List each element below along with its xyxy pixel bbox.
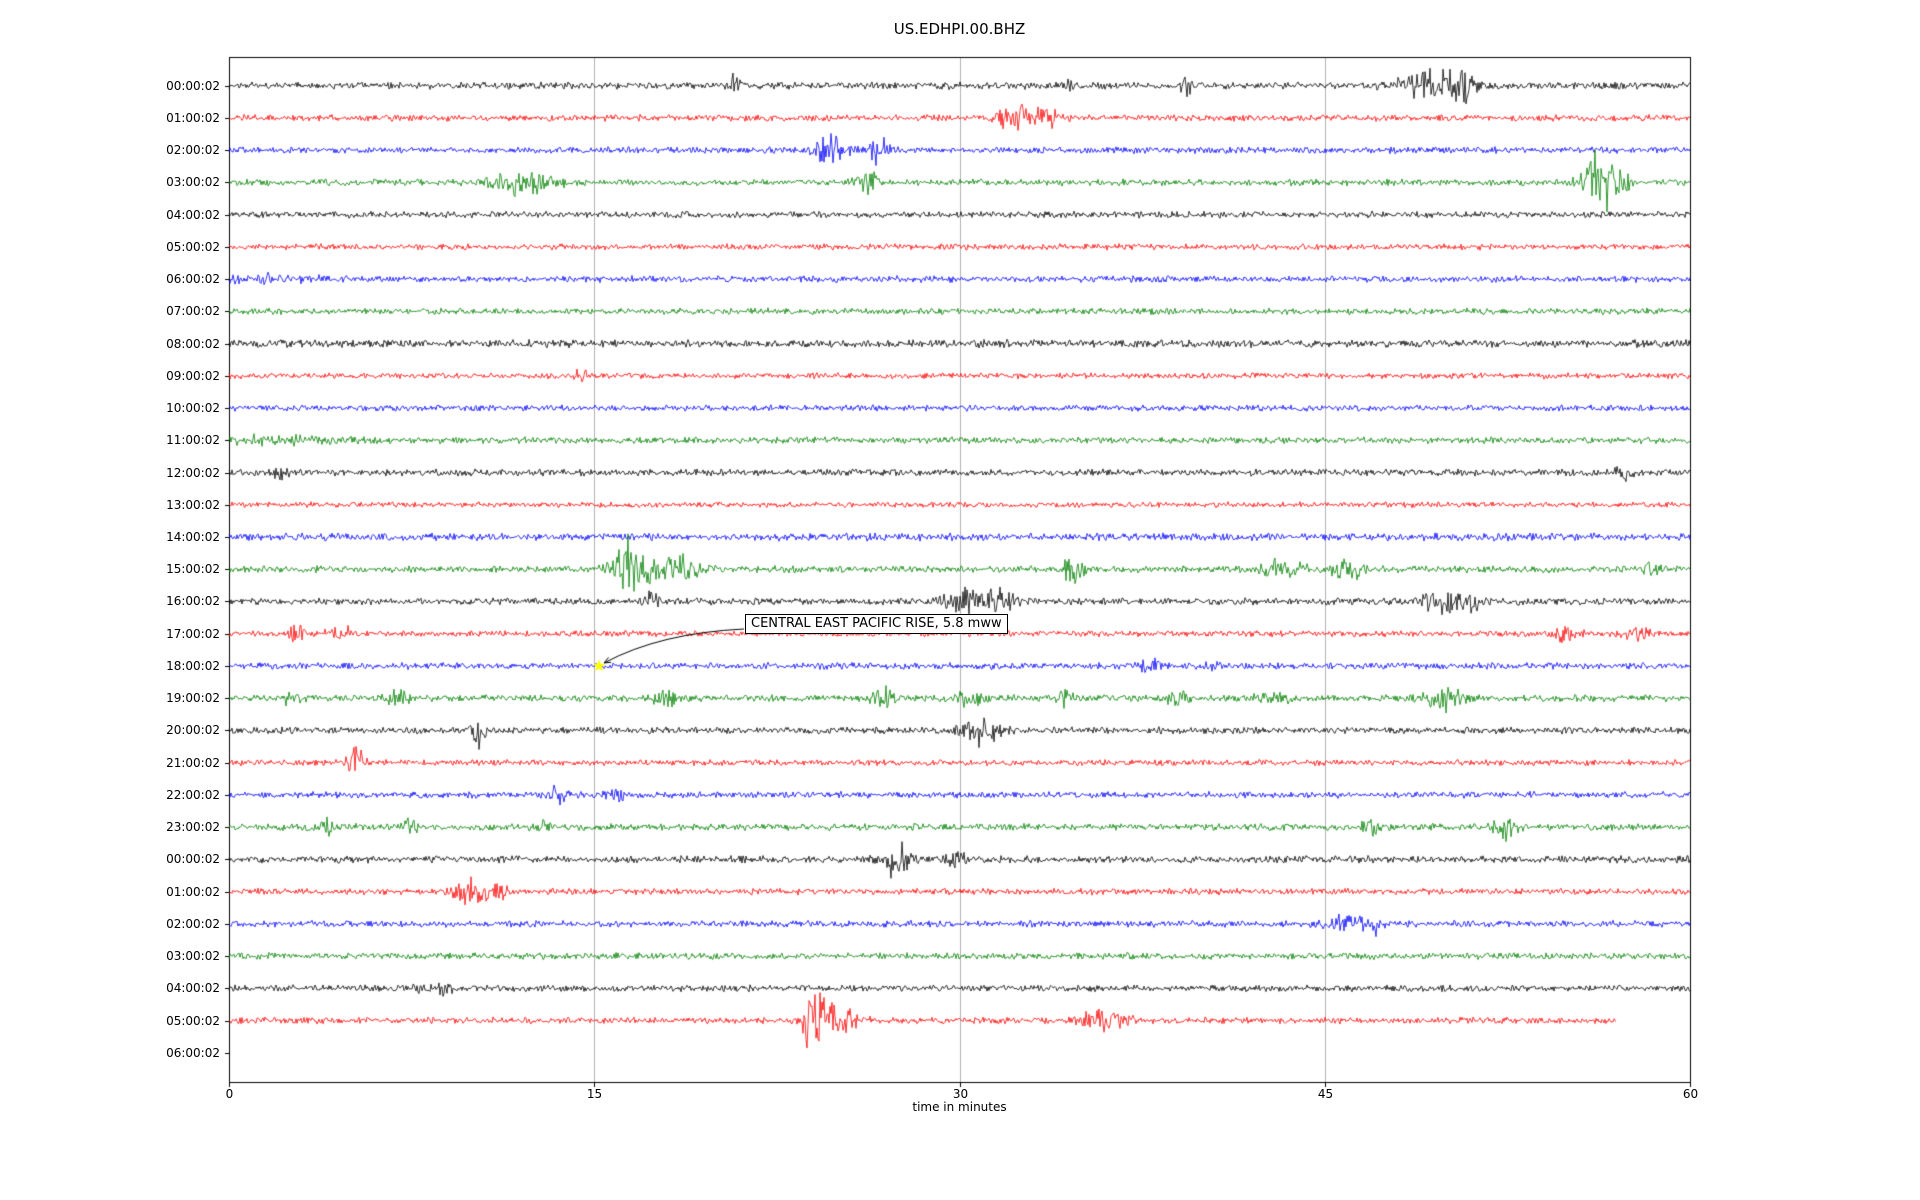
- row-label: 20:00:02: [166, 723, 220, 738]
- row-label: 15:00:02: [166, 562, 220, 577]
- row-label: 01:00:02: [166, 884, 220, 899]
- row-label: 18:00:02: [166, 658, 220, 673]
- row-label: 19:00:02: [166, 691, 220, 706]
- x-tick-label: 45: [1317, 1087, 1334, 1101]
- row-label: 08:00:02: [166, 336, 220, 351]
- row-label: 14:00:02: [166, 529, 220, 544]
- row-label: 03:00:02: [166, 175, 220, 190]
- x-tick-label: 60: [1682, 1087, 1699, 1101]
- row-label: 06:00:02: [166, 272, 220, 287]
- row-label: 02:00:02: [166, 916, 220, 931]
- row-label: 11:00:02: [166, 433, 220, 448]
- event-annotation: CENTRAL EAST PACIFIC RISE, 5.8 mww: [745, 614, 1008, 634]
- row-label: 22:00:02: [166, 787, 220, 802]
- row-label: 01:00:02: [166, 110, 220, 125]
- row-label: 04:00:02: [166, 207, 220, 222]
- row-label: 09:00:02: [166, 368, 220, 383]
- row-label: 00:00:02: [166, 852, 220, 867]
- x-tick-label: 0: [225, 1087, 234, 1101]
- row-label: 10:00:02: [166, 401, 220, 416]
- row-label: 04:00:02: [166, 981, 220, 996]
- row-label: 06:00:02: [166, 1045, 220, 1060]
- page-title: US.EDHPI.00.BHZ: [893, 20, 1026, 38]
- row-label: 23:00:02: [166, 820, 220, 835]
- x-axis-title: time in minutes: [912, 1100, 1007, 1114]
- row-label: 21:00:02: [166, 755, 220, 770]
- row-label: 03:00:02: [166, 949, 220, 964]
- row-label: 05:00:02: [166, 239, 220, 254]
- x-tick-label: 15: [586, 1087, 603, 1101]
- row-label: 05:00:02: [166, 1013, 220, 1028]
- x-tick-label: 30: [952, 1087, 969, 1101]
- row-label: 07:00:02: [166, 304, 220, 319]
- row-label: 16:00:02: [166, 594, 220, 609]
- row-label: 13:00:02: [166, 497, 220, 512]
- row-label: 02:00:02: [166, 143, 220, 158]
- row-label: 00:00:02: [166, 78, 220, 93]
- row-label: 17:00:02: [166, 626, 220, 641]
- row-label: 12:00:02: [166, 465, 220, 480]
